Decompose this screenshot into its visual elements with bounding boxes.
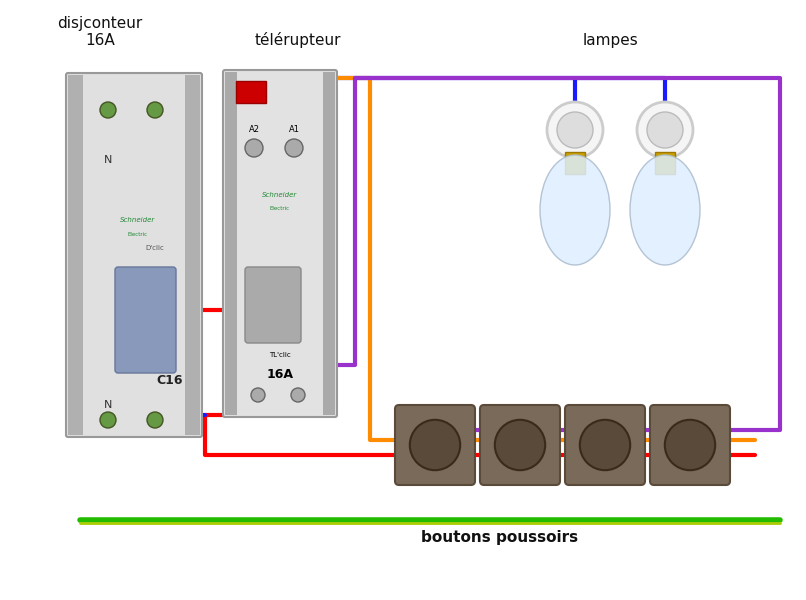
- FancyBboxPatch shape: [565, 152, 585, 174]
- Circle shape: [495, 420, 545, 470]
- Ellipse shape: [630, 155, 700, 265]
- Text: Electric: Electric: [128, 232, 148, 238]
- Ellipse shape: [540, 155, 610, 265]
- Text: A2: A2: [248, 125, 260, 134]
- Circle shape: [547, 102, 603, 158]
- FancyBboxPatch shape: [185, 75, 200, 435]
- Circle shape: [147, 412, 163, 428]
- Circle shape: [100, 102, 116, 118]
- Text: Schneider: Schneider: [263, 192, 297, 198]
- Circle shape: [245, 139, 263, 157]
- Text: télérupteur: télérupteur: [255, 32, 342, 48]
- Circle shape: [557, 112, 593, 148]
- FancyBboxPatch shape: [655, 152, 675, 174]
- Text: N: N: [104, 400, 112, 410]
- Text: N: N: [104, 155, 112, 165]
- Text: Electric: Electric: [270, 205, 290, 211]
- FancyBboxPatch shape: [650, 405, 730, 485]
- FancyBboxPatch shape: [225, 72, 237, 415]
- Text: lampes: lampes: [582, 33, 638, 48]
- Circle shape: [100, 412, 116, 428]
- Circle shape: [285, 139, 303, 157]
- FancyBboxPatch shape: [236, 81, 266, 103]
- Circle shape: [647, 112, 683, 148]
- Text: TL'clic: TL'clic: [269, 352, 291, 358]
- FancyBboxPatch shape: [245, 267, 301, 343]
- FancyBboxPatch shape: [223, 70, 337, 417]
- FancyBboxPatch shape: [68, 75, 83, 435]
- Text: Schneider: Schneider: [120, 217, 156, 223]
- Text: C16: C16: [156, 373, 183, 386]
- Circle shape: [251, 388, 265, 402]
- FancyBboxPatch shape: [323, 72, 335, 415]
- Circle shape: [291, 388, 305, 402]
- Text: A1: A1: [289, 125, 300, 134]
- Text: D'clic: D'clic: [146, 245, 164, 251]
- FancyBboxPatch shape: [565, 405, 645, 485]
- Circle shape: [665, 420, 715, 470]
- FancyBboxPatch shape: [480, 405, 560, 485]
- FancyBboxPatch shape: [395, 405, 475, 485]
- Text: disjconteur
16A: disjconteur 16A: [57, 16, 143, 48]
- FancyBboxPatch shape: [115, 267, 176, 373]
- Circle shape: [580, 420, 630, 470]
- Circle shape: [409, 420, 460, 470]
- FancyBboxPatch shape: [66, 73, 202, 437]
- Text: 16A: 16A: [267, 368, 293, 382]
- Text: boutons poussoirs: boutons poussoirs: [422, 530, 579, 545]
- Circle shape: [637, 102, 693, 158]
- Circle shape: [147, 102, 163, 118]
